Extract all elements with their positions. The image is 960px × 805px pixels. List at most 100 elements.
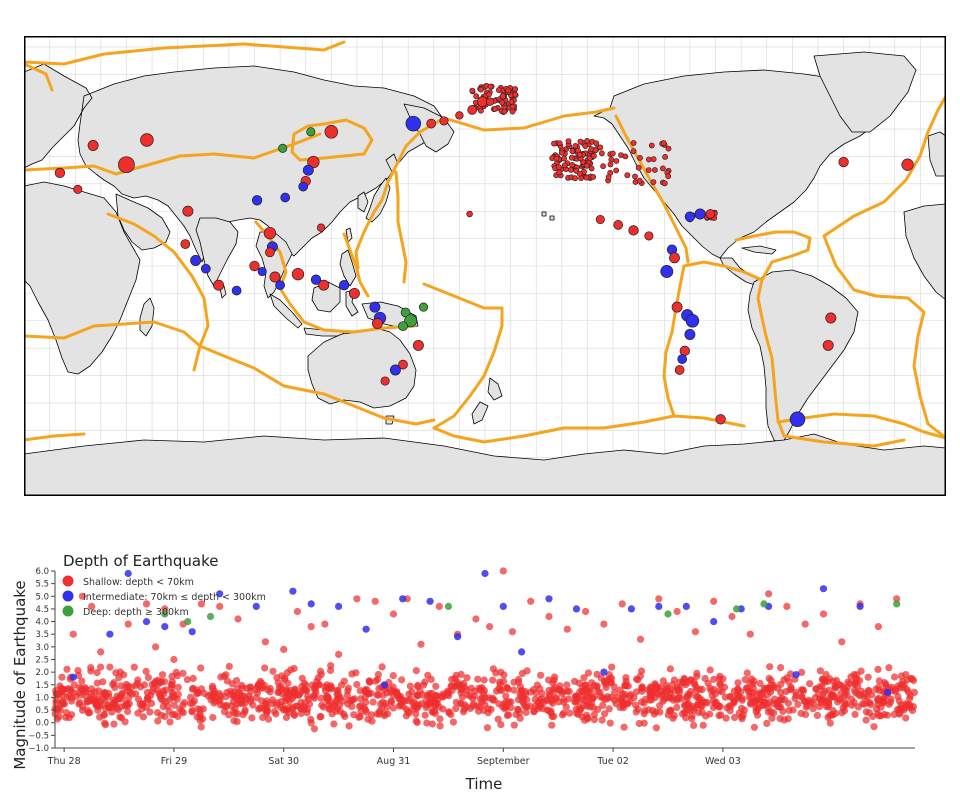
scatter-point-shallow: [851, 680, 859, 689]
scatter-point-shallow: [896, 709, 904, 717]
scatter-point-shallow: [693, 672, 701, 681]
scatter-point-shallow: [357, 708, 365, 716]
scatter-point-shallow: [52, 696, 60, 704]
scatter-point-shallow: [457, 689, 465, 697]
scatter-point-shallow: [734, 679, 742, 687]
scatter-point-deep: [760, 600, 768, 608]
scatter-point-shallow: [262, 700, 270, 708]
scatter-point-shallow: [94, 702, 102, 710]
x-tick-label: Thu 28: [47, 756, 81, 767]
scatter-point-shallow: [159, 687, 167, 695]
scatter-point-shallow: [142, 667, 150, 675]
scatter-point-shallow: [374, 670, 382, 679]
scatter-point-shallow: [292, 702, 300, 710]
quake-marker-small: [583, 174, 590, 181]
scatter-point-shallow: [272, 710, 280, 718]
scatter-point-shallow: [161, 605, 169, 613]
scatter-point-shallow: [764, 704, 772, 712]
quake-marker-kuril-1: [324, 125, 339, 139]
scatter-point-shallow: [463, 691, 472, 699]
scatter-point-shallow: [398, 676, 406, 684]
scatter-point-intermediate: [380, 681, 388, 689]
magnitude-time-scatter[interactable]: −1.0 −0.5 0.0 0.5 1.0 1.5 2.0 2.5 3.0 3.5 4.0 4.5 5.…: [0, 540, 960, 800]
scatter-point-shallow: [497, 721, 505, 729]
scatter-point-shallow: [534, 698, 542, 706]
scatter-point-shallow: [850, 698, 858, 707]
scatter-point-shallow: [499, 567, 507, 575]
world-map-svg: [22, 36, 948, 497]
scatter-point-shallow: [837, 695, 845, 703]
quake-marker-tonga-2: [412, 339, 424, 351]
scatter-point-shallow: [780, 716, 788, 724]
scatter-point-deep: [444, 602, 452, 610]
scatter-point-shallow: [734, 685, 742, 693]
quake-marker-nicaragua: [644, 231, 654, 241]
scatter-point-shallow: [207, 690, 215, 699]
scatter-point-shallow: [168, 678, 176, 686]
y-tick-label: 3.0: [35, 643, 49, 653]
scatter-point-shallow: [278, 672, 286, 680]
quake-marker-small: [599, 150, 605, 157]
quake-marker-small: [661, 180, 668, 187]
scatter-point-shallow: [508, 628, 516, 636]
scatter-point-shallow: [825, 696, 833, 704]
scatter-points: [51, 567, 919, 733]
scatter-point-shallow: [269, 667, 277, 675]
scatter-point-shallow: [247, 697, 255, 705]
quake-marker-guatemala: [628, 225, 639, 236]
scatter-point-intermediate: [399, 595, 407, 603]
scatter-point-intermediate: [426, 597, 434, 605]
scatter-point-shallow: [307, 719, 315, 727]
scatter-point-shallow: [566, 709, 574, 717]
scatter-point-shallow: [154, 717, 162, 725]
scatter-point-shallow: [733, 690, 742, 698]
quake-marker-banda-1: [269, 271, 281, 283]
scatter-point-shallow: [578, 713, 586, 721]
scatter-point-shallow: [353, 680, 361, 689]
scatter-point-shallow: [199, 705, 207, 713]
scatter-point-shallow: [166, 718, 174, 726]
scatter-point-shallow: [555, 698, 563, 706]
scatter-point-shallow: [231, 694, 239, 702]
scatter-point-shallow: [101, 721, 110, 729]
scatter-point-shallow: [601, 710, 609, 718]
y-tick-label: 3.5: [35, 630, 49, 640]
y-tick-label: 0.0: [35, 719, 49, 729]
quake-marker-tonga-1: [418, 302, 429, 312]
scatter-point-intermediate: [142, 618, 151, 626]
scatter-point-shallow: [97, 663, 105, 671]
scatter-point-shallow: [486, 623, 494, 631]
legend[interactable]: Shallow: depth < 70km Intermediate: 70km…: [62, 575, 266, 619]
y-tick-label: 1.5: [35, 681, 49, 691]
scatter-point-shallow: [760, 695, 768, 703]
scatter-point-shallow: [547, 696, 555, 704]
quake-marker-small: [592, 147, 599, 154]
tectonic-plate-boundaries: [22, 40, 948, 448]
scatter-point-shallow: [452, 705, 460, 713]
scatter-point-shallow: [310, 725, 318, 733]
quake-marker-small: [508, 98, 515, 105]
scatter-point-intermediate: [710, 618, 718, 626]
quake-marker-chile-1: [685, 314, 700, 328]
scatter-point-shallow: [405, 690, 413, 698]
scatter-point-shallow: [339, 697, 347, 705]
scatter-point-shallow: [357, 695, 365, 703]
scatter-point-shallow: [59, 700, 67, 708]
scatter-point-shallow: [715, 712, 723, 720]
world-map[interactable]: [22, 36, 948, 497]
scatter-point-shallow: [474, 675, 482, 683]
scatter-point-shallow: [880, 679, 889, 687]
quake-marker-small: [632, 173, 638, 180]
quake-marker-drake-passage: [715, 414, 726, 425]
scatter-point-shallow: [695, 694, 704, 702]
map-frame: [24, 36, 946, 496]
scatter-point-shallow: [495, 684, 503, 692]
x-axis: Thu 28 Fri 29 Sat 30 Aug 31 September Tue 02 W…: [47, 747, 915, 767]
chart-title: Depth of Earthquake: [63, 552, 219, 570]
quake-marker-small: [556, 169, 562, 176]
scatter-point-shallow: [655, 595, 663, 603]
scatter-point-shallow: [109, 680, 117, 688]
quake-marker-small: [572, 175, 578, 182]
quake-marker-japan-2: [302, 164, 314, 176]
scatter-point-shallow: [216, 602, 224, 610]
